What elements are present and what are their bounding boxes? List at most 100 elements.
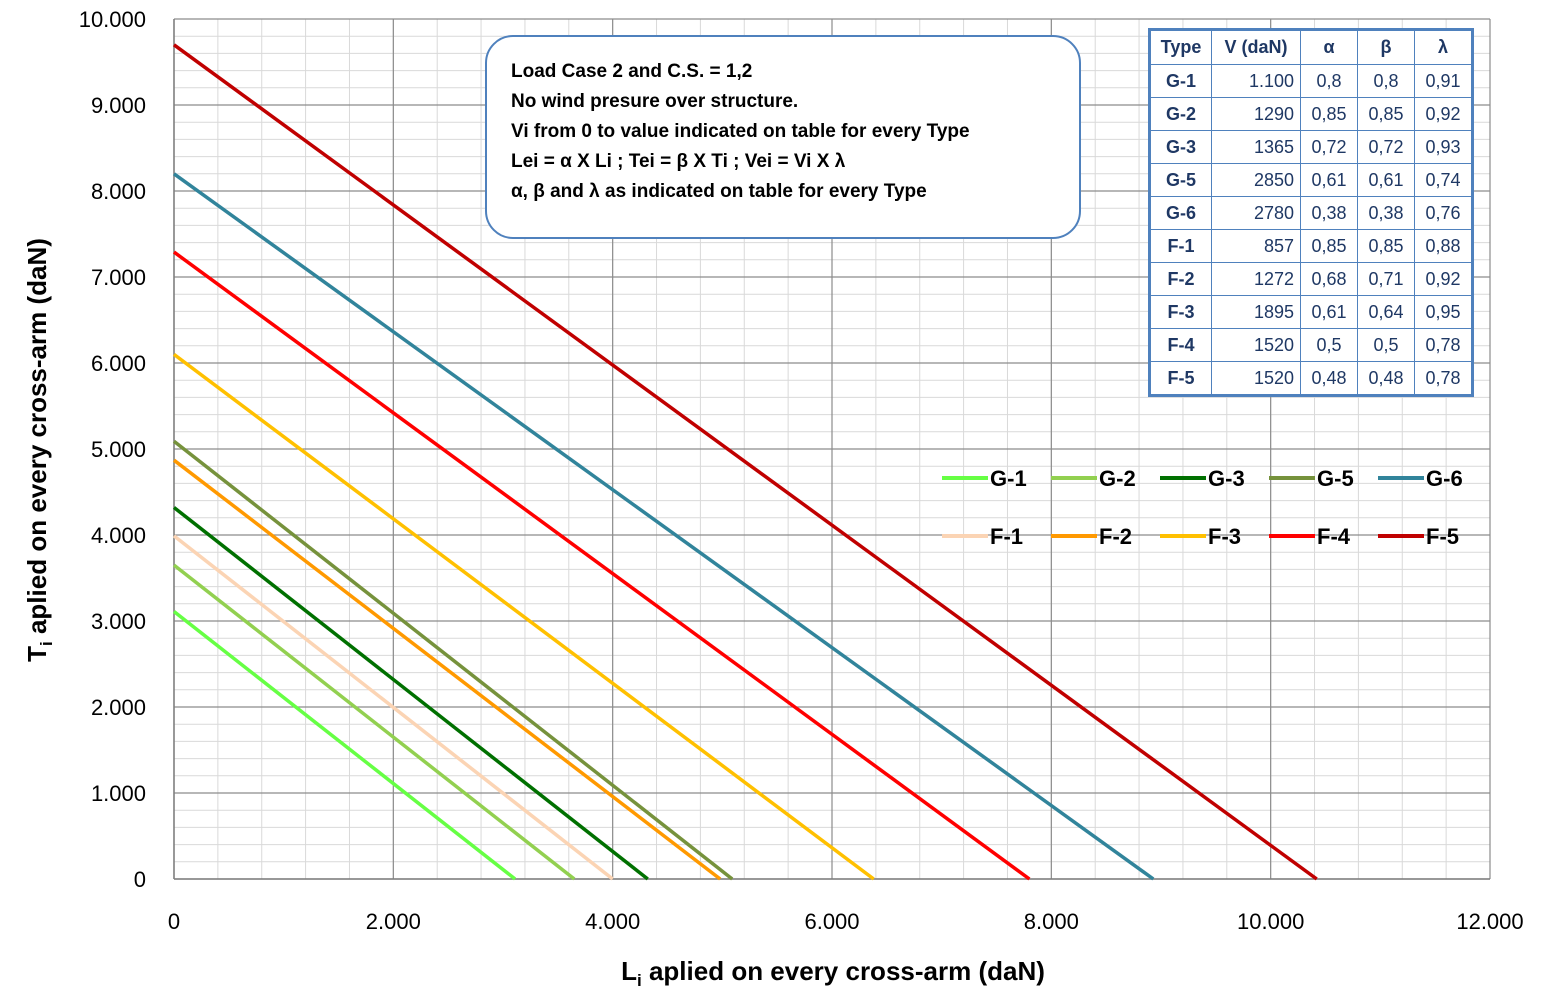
table-cell-v: 1272 xyxy=(1211,262,1301,296)
table-cell-beta: 0,64 xyxy=(1357,295,1415,329)
table-cell-alpha: 0,85 xyxy=(1300,97,1358,131)
table-cell-type: G-6 xyxy=(1149,196,1212,230)
table-row: F-1 857 0,85 0,85 0,88 xyxy=(1149,229,1473,263)
table-header-row: Type V (daN) α β λ xyxy=(1149,29,1473,65)
table-cell-beta: 0,72 xyxy=(1357,130,1415,164)
table-cell-type: F-4 xyxy=(1149,328,1212,362)
legend-label: G-1 xyxy=(990,466,1027,491)
series-line-f-4 xyxy=(172,250,1031,881)
annotation-line: No wind presure over structure. xyxy=(511,91,799,112)
table-cell-beta: 0,85 xyxy=(1357,229,1415,263)
series-line-f-5 xyxy=(172,43,1318,881)
table-cell-beta: 0,48 xyxy=(1357,361,1415,396)
y-tick-label: 1.000 xyxy=(91,781,146,806)
table-cell-alpha: 0,72 xyxy=(1300,130,1358,164)
legend: G-1 G-2 G-3 G-5 G-6 F-1 F-2 F-3 F-4 F-5 xyxy=(942,466,1463,549)
table-cell-lambda: 0,91 xyxy=(1414,64,1473,98)
table-cell-type: G-5 xyxy=(1149,163,1212,197)
x-tick-label: 4.000 xyxy=(585,909,640,934)
series-line-f-3 xyxy=(172,352,875,881)
table-cell-type: G-1 xyxy=(1149,64,1212,98)
x-tick-label: 12.000 xyxy=(1456,909,1523,934)
table-cell-beta: 0,8 xyxy=(1357,64,1415,98)
table-cell-lambda: 0,92 xyxy=(1414,262,1473,296)
y-tick-label: 7.000 xyxy=(91,265,146,290)
legend-label: G-3 xyxy=(1208,466,1245,491)
x-axis-title: Li aplied on every cross-arm (daN) xyxy=(621,956,1045,988)
series-line-g-1 xyxy=(172,610,517,881)
series-lines xyxy=(172,43,1318,881)
table-cell-alpha: 0,85 xyxy=(1300,229,1358,263)
annotation-line: Lei = α X Li ; Tei = β X Ti ; Vei = Vi X… xyxy=(511,151,846,172)
table-cell-lambda: 0,88 xyxy=(1414,229,1473,263)
legend-label: F-5 xyxy=(1426,524,1459,549)
table-row: G-2 1290 0,85 0,85 0,92 xyxy=(1149,97,1473,131)
table-cell-type: G-2 xyxy=(1149,97,1212,131)
table-cell-v: 2780 xyxy=(1211,196,1301,230)
annotation-line: Load Case 2 and C.S. = 1,2 xyxy=(511,61,753,82)
table-header-type: Type xyxy=(1149,29,1212,65)
table-cell-type: F-1 xyxy=(1149,229,1212,263)
table-cell-alpha: 0,5 xyxy=(1300,328,1358,362)
series-line-g-3 xyxy=(172,506,649,881)
table-cell-v: 1895 xyxy=(1211,295,1301,329)
table-cell-lambda: 0,76 xyxy=(1414,196,1473,230)
legend-label: G-6 xyxy=(1426,466,1463,491)
y-tick-label: 9.000 xyxy=(91,93,146,118)
legend-label: F-2 xyxy=(1099,524,1132,549)
table-header-alpha: α xyxy=(1300,29,1358,65)
table-cell-v: 857 xyxy=(1211,229,1301,263)
table-header-beta: β xyxy=(1357,29,1415,65)
table-cell-lambda: 0,74 xyxy=(1414,163,1473,197)
table-row: G-1 1.100 0,8 0,8 0,91 xyxy=(1149,64,1473,98)
table-cell-v: 1520 xyxy=(1211,361,1301,396)
table-cell-beta: 0,5 xyxy=(1357,328,1415,362)
legend-label: F-4 xyxy=(1317,524,1351,549)
table-cell-v: 1365 xyxy=(1211,130,1301,164)
table-row: G-6 2780 0,38 0,38 0,76 xyxy=(1149,196,1473,230)
table-cell-lambda: 0,78 xyxy=(1414,328,1473,362)
x-tick-label: 0 xyxy=(168,909,180,934)
table-cell-type: G-3 xyxy=(1149,130,1212,164)
table-row: F-4 1520 0,5 0,5 0,78 xyxy=(1149,328,1473,362)
annotation-box: Load Case 2 and C.S. = 1,2 No wind presu… xyxy=(485,35,1081,239)
table-cell-beta: 0,38 xyxy=(1357,196,1415,230)
y-tick-label: 6.000 xyxy=(91,351,146,376)
table-cell-alpha: 0,38 xyxy=(1300,196,1358,230)
table-cell-type: F-3 xyxy=(1149,295,1212,329)
table-header-lambda: λ xyxy=(1414,29,1473,65)
table-cell-type: F-5 xyxy=(1149,361,1212,396)
table-cell-v: 2850 xyxy=(1211,163,1301,197)
legend-label: G-2 xyxy=(1099,466,1136,491)
y-tick-label: 3.000 xyxy=(91,609,146,634)
type-parameters-table: Type V (daN) α β λ G-1 1.100 0,8 0,8 0,91 G-2… xyxy=(1148,28,1474,397)
y-tick-label: 0 xyxy=(134,867,146,892)
y-tick-label: 8.000 xyxy=(91,179,146,204)
series-line-f-1 xyxy=(172,534,614,881)
series-line-g-6 xyxy=(172,172,1155,881)
y-tick-label: 5.000 xyxy=(91,437,146,462)
table-cell-beta: 0,61 xyxy=(1357,163,1415,197)
table-row: G-5 2850 0,61 0,61 0,74 xyxy=(1149,163,1473,197)
annotation-line: α, β and λ as indicated on table for eve… xyxy=(511,181,927,202)
table-cell-alpha: 0,48 xyxy=(1300,361,1358,396)
table-row: F-3 1895 0,61 0,64 0,95 xyxy=(1149,295,1473,329)
table-cell-v: 1.100 xyxy=(1211,64,1301,98)
table-cell-alpha: 0,61 xyxy=(1300,163,1358,197)
table-row: F-5 1520 0,48 0,48 0,78 xyxy=(1149,361,1473,396)
series-line-g-2 xyxy=(172,563,576,881)
annotation-line: Vi from 0 to value indicated on table fo… xyxy=(511,121,970,142)
table-cell-lambda: 0,92 xyxy=(1414,97,1473,131)
table-cell-alpha: 0,68 xyxy=(1300,262,1358,296)
table-cell-v: 1290 xyxy=(1211,97,1301,131)
x-tick-label: 10.000 xyxy=(1237,909,1304,934)
y-tick-label: 4.000 xyxy=(91,523,146,548)
table-cell-v: 1520 xyxy=(1211,328,1301,362)
y-tick-label: 10.000 xyxy=(79,7,146,32)
x-tick-label: 2.000 xyxy=(366,909,421,934)
series-line-g-5 xyxy=(172,439,734,881)
x-tick-label: 8.000 xyxy=(1024,909,1079,934)
legend-label: F-1 xyxy=(990,524,1023,549)
table-row: G-3 1365 0,72 0,72 0,93 xyxy=(1149,130,1473,164)
y-tick-label: 2.000 xyxy=(91,695,146,720)
